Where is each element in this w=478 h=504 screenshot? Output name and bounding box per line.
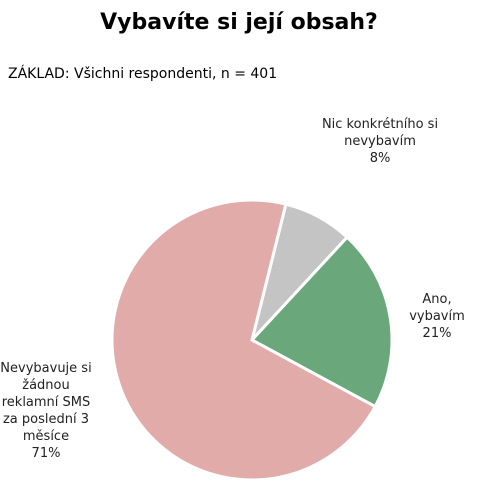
pie-slice bbox=[249, 235, 394, 409]
chart-subtitle: ZÁKLAD: Všichni respondenti, n = 401 bbox=[8, 66, 278, 82]
slice-label: Nevybavuje si žádnou reklamní SMS za pos… bbox=[0, 360, 92, 462]
category-label: Nic konkrétního si nevybavím bbox=[321, 117, 439, 149]
value-label: 21% bbox=[422, 326, 452, 341]
chart-title: Vybavíte si její obsah? bbox=[100, 10, 378, 35]
value-label: 8% bbox=[369, 151, 391, 166]
value-label: 71% bbox=[31, 446, 61, 461]
pie-slice bbox=[110, 198, 378, 482]
slice-label: Nic konkrétního si nevybavím 8% bbox=[320, 116, 440, 167]
category-label: Ano, vybavím bbox=[409, 292, 465, 324]
category-label: Nevybavuje si žádnou reklamní SMS za pos… bbox=[0, 361, 92, 444]
slice-label: Ano, vybavím 21% bbox=[395, 291, 478, 342]
